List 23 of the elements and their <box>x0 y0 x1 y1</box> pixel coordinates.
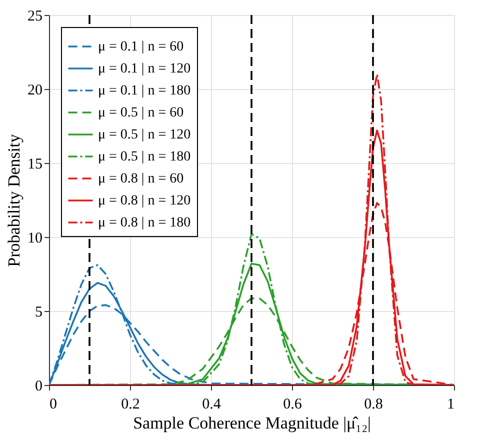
x-tick-label: 0.8 <box>364 396 383 412</box>
legend-label: μ = 0.1 | n = 180 <box>98 84 191 98</box>
y-tick-label: 25 <box>28 8 42 24</box>
y-tick-label: 15 <box>28 156 42 172</box>
x-tick-label: 0.6 <box>283 396 302 412</box>
x-axis-title: Sample Coherence Magnitude |μ̂₁₂| <box>133 414 371 432</box>
y-axis-title: Probability Density <box>4 134 24 267</box>
legend-label: μ = 0.8 | n = 120 <box>98 194 191 208</box>
y-tick-label: 5 <box>35 304 42 320</box>
x-tick-label: 0.4 <box>202 396 222 412</box>
legend-label: μ = 0.5 | n = 180 <box>98 150 191 164</box>
legend-label: μ = 0.5 | n = 60 <box>98 106 184 120</box>
x-tick-label: 0 <box>50 396 57 412</box>
x-tick-label: 1 <box>447 396 454 412</box>
y-tick-label: 10 <box>28 230 42 246</box>
y-tick-label: 20 <box>28 82 42 98</box>
x-tick-label: 0.2 <box>121 396 140 412</box>
legend-label: μ = 0.8 | n = 60 <box>98 172 184 186</box>
y-tick-label: 0 <box>35 378 42 394</box>
legend-label: μ = 0.8 | n = 180 <box>98 216 191 230</box>
legend-label: μ = 0.5 | n = 120 <box>98 128 191 142</box>
legend-label: μ = 0.1 | n = 120 <box>98 62 191 76</box>
legend-label: μ = 0.1 | n = 60 <box>98 40 184 54</box>
